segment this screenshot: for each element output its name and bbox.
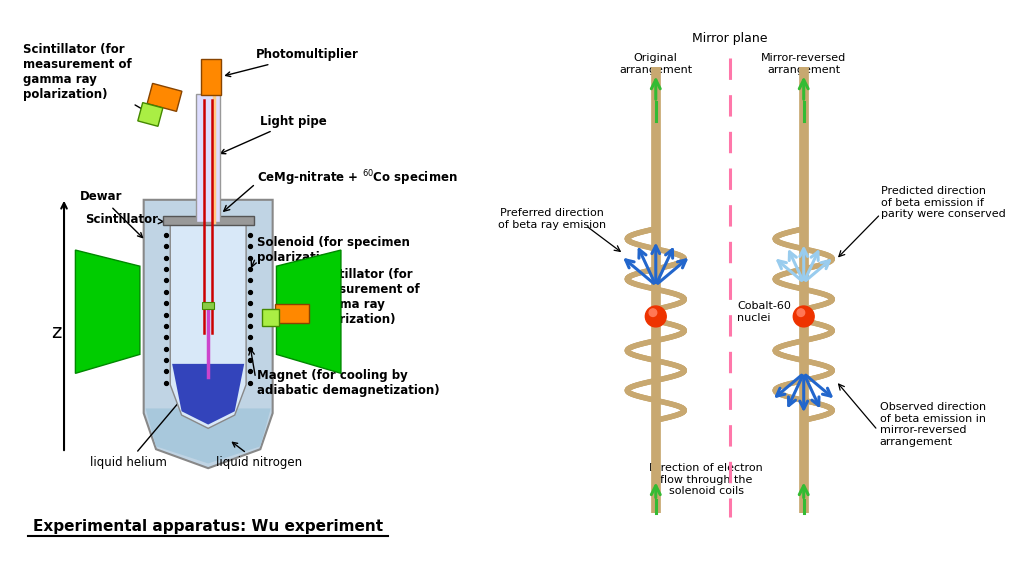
Text: Photomultiplier: Photomultiplier xyxy=(225,48,358,77)
Text: Dewar: Dewar xyxy=(80,191,142,237)
Polygon shape xyxy=(145,408,270,464)
Text: Scintillator (for
measurement of
gamma ray
polarization): Scintillator (for measurement of gamma r… xyxy=(24,43,150,113)
Text: Mirror plane: Mirror plane xyxy=(692,32,768,45)
Bar xyxy=(138,103,163,126)
Circle shape xyxy=(649,309,656,316)
Text: Observed direction
of beta emission in
mirror-reversed
arrangement: Observed direction of beta emission in m… xyxy=(880,402,986,447)
Text: Experimental apparatus: Wu experiment: Experimental apparatus: Wu experiment xyxy=(33,520,383,535)
Text: Solenoid (for specimen
polarization): Solenoid (for specimen polarization) xyxy=(257,236,411,264)
Polygon shape xyxy=(172,364,244,425)
Polygon shape xyxy=(143,200,272,468)
Text: Mirror-reversed
arrangement: Mirror-reversed arrangement xyxy=(761,54,847,75)
Bar xyxy=(196,93,220,222)
Bar xyxy=(262,309,280,326)
Bar xyxy=(201,59,221,94)
Polygon shape xyxy=(170,219,246,429)
Text: Light pipe: Light pipe xyxy=(220,115,327,154)
Text: Scintillator (for
measurement of
gamma ray
polarization): Scintillator (for measurement of gamma r… xyxy=(310,268,420,327)
Bar xyxy=(203,302,214,309)
Text: Direction of electron
flow through the
solenoid coils: Direction of electron flow through the s… xyxy=(649,463,763,496)
Text: Cobalt-60
nuclei: Cobalt-60 nuclei xyxy=(737,301,792,323)
Text: Preferred direction
of beta ray emision: Preferred direction of beta ray emision xyxy=(499,208,606,230)
Text: CeMg-nitrate + $^{60}$Co specimen: CeMg-nitrate + $^{60}$Co specimen xyxy=(257,168,458,188)
Text: Scintillator: Scintillator xyxy=(85,213,164,226)
Text: liquid nitrogen: liquid nitrogen xyxy=(216,442,302,469)
Polygon shape xyxy=(76,250,140,373)
Bar xyxy=(163,216,254,225)
Bar xyxy=(274,304,308,323)
Circle shape xyxy=(794,306,814,327)
Text: Predicted direction
of beta emission if
parity were conserved: Predicted direction of beta emission if … xyxy=(882,186,1007,219)
Circle shape xyxy=(797,309,805,316)
Text: liquid helium: liquid helium xyxy=(90,396,184,469)
Circle shape xyxy=(645,306,667,327)
Text: Original
arrangement: Original arrangement xyxy=(620,54,692,75)
Polygon shape xyxy=(276,250,341,373)
Text: z: z xyxy=(51,323,61,342)
Bar xyxy=(147,84,182,111)
Text: Magnet (for cooling by
adiabatic demagnetization): Magnet (for cooling by adiabatic demagne… xyxy=(257,369,440,397)
